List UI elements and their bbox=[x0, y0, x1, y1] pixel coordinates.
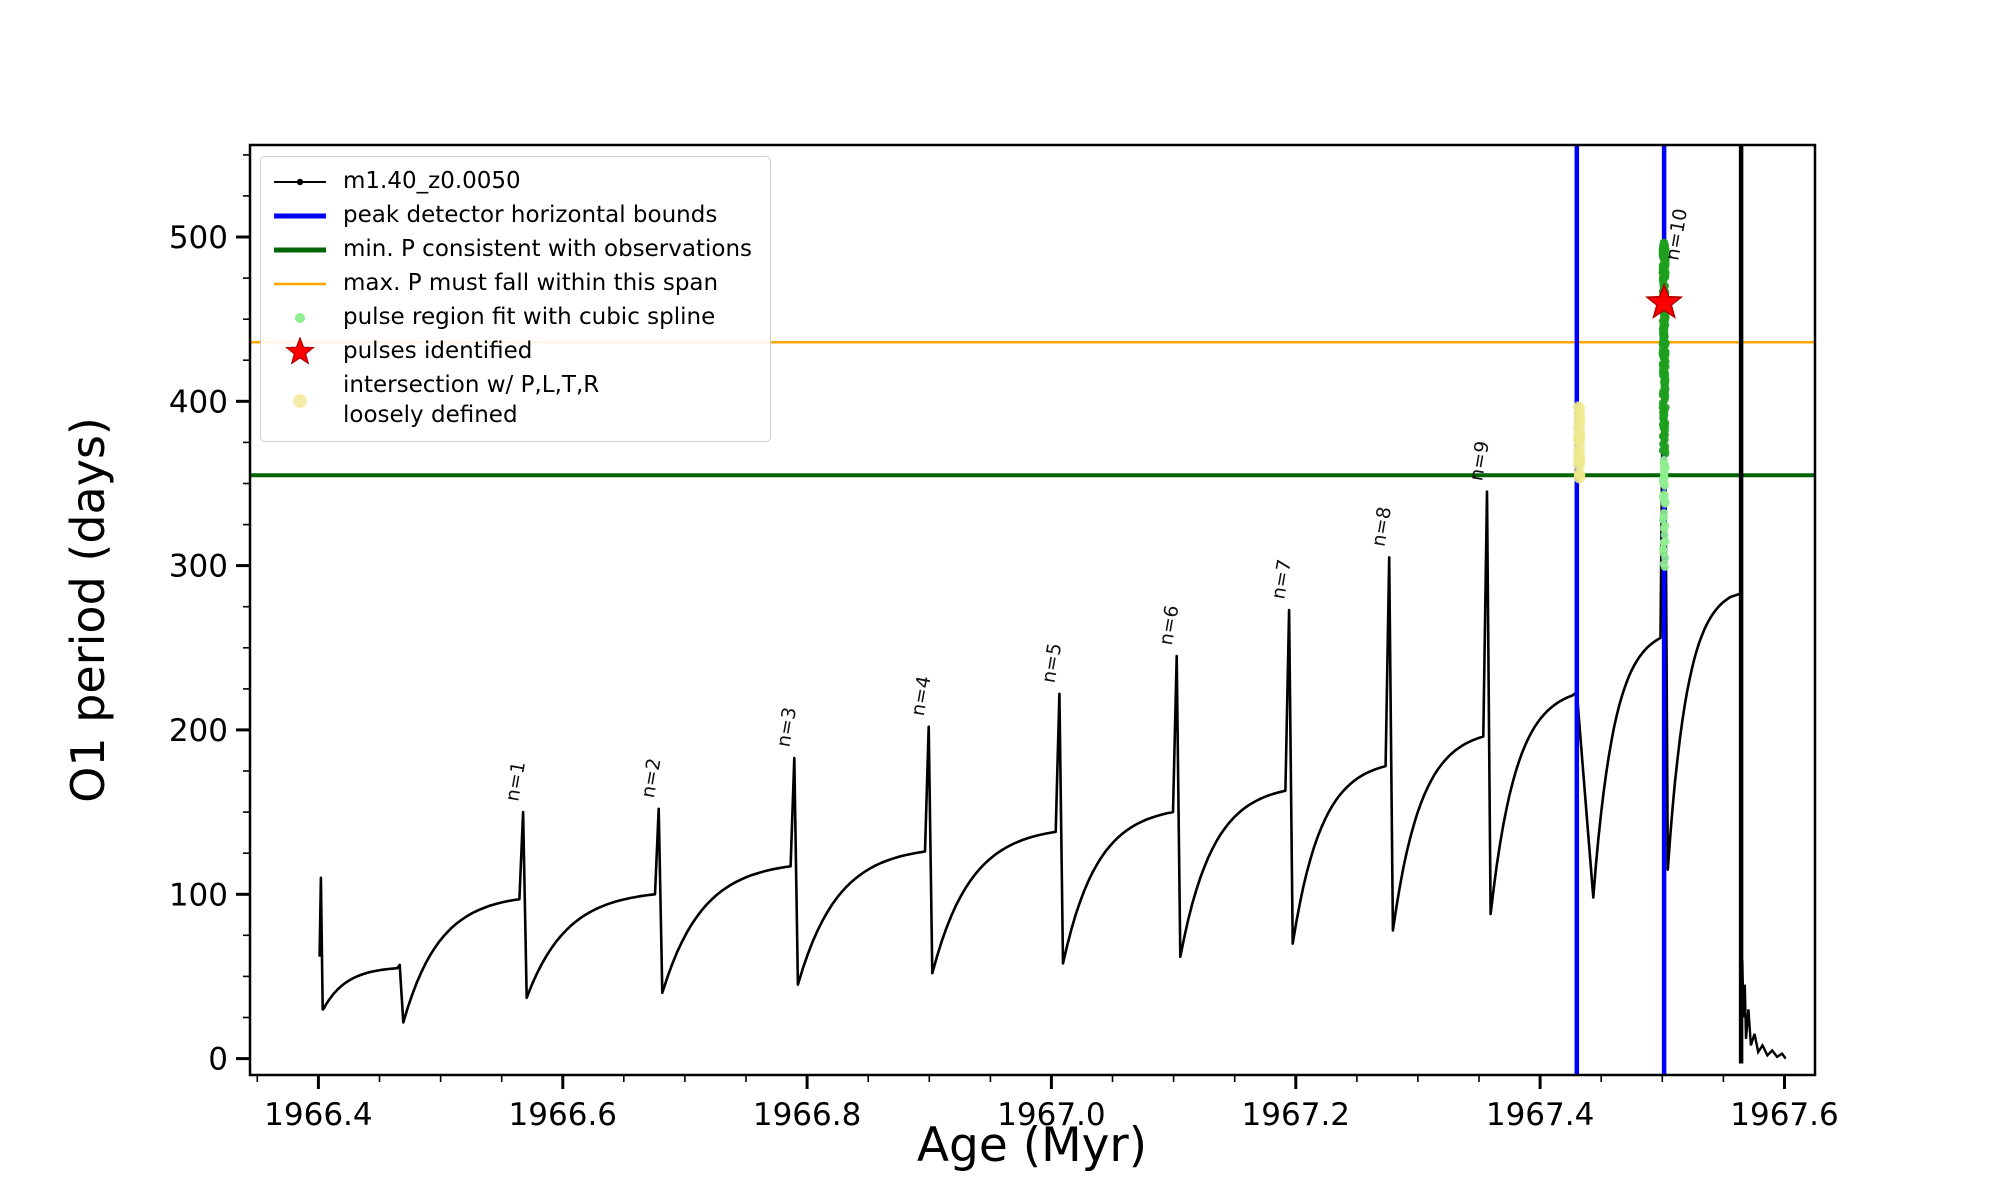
svg-text:n=2: n=2 bbox=[637, 756, 666, 799]
svg-text:200: 200 bbox=[169, 713, 228, 749]
legend-item-pulses-identified: pulses identified bbox=[271, 337, 752, 367]
svg-text:1966.6: 1966.6 bbox=[509, 1097, 617, 1133]
legend-label-pulse-region: pulse region fit with cubic spline bbox=[343, 304, 716, 331]
svg-text:n=3: n=3 bbox=[773, 705, 802, 748]
legend-item-min-P: min. P consistent with observations bbox=[271, 235, 752, 265]
svg-text:n=5: n=5 bbox=[1038, 641, 1067, 684]
legend-label-pulses-identified: pulses identified bbox=[343, 338, 533, 365]
legend-item-pulse-region: pulse region fit with cubic spline bbox=[271, 303, 752, 333]
series-line-dot-marker-icon bbox=[271, 167, 331, 197]
legend-label-max-P: max. P must fall within this span bbox=[343, 270, 719, 297]
svg-text:1967.2: 1967.2 bbox=[1242, 1097, 1350, 1133]
blue-line-marker-icon bbox=[271, 201, 331, 231]
legend-label-peak-detector-bounds: peak detector horizontal bounds bbox=[343, 202, 718, 229]
orange-line-marker-icon bbox=[271, 269, 331, 299]
green-line-marker-icon bbox=[271, 235, 331, 265]
svg-text:n=6: n=6 bbox=[1155, 604, 1184, 647]
svg-text:0: 0 bbox=[208, 1042, 228, 1078]
legend-label-series: m1.40_z0.0050 bbox=[343, 168, 521, 195]
green-dot-marker-icon bbox=[271, 303, 331, 333]
legend: m1.40_z0.0050 peak detector horizontal b… bbox=[260, 156, 772, 442]
svg-text:1966.8: 1966.8 bbox=[753, 1097, 861, 1133]
svg-text:n=1: n=1 bbox=[501, 760, 530, 803]
legend-item-max-P: max. P must fall within this span bbox=[271, 269, 752, 299]
svg-text:n=8: n=8 bbox=[1367, 505, 1396, 548]
legend-item-intersection: intersection w/ P,L,T,R loosely defined bbox=[271, 371, 752, 431]
svg-text:400: 400 bbox=[169, 384, 228, 420]
svg-text:1967.0: 1967.0 bbox=[997, 1097, 1105, 1133]
svg-text:300: 300 bbox=[169, 549, 228, 585]
svg-text:100: 100 bbox=[169, 877, 228, 913]
legend-item-series: m1.40_z0.0050 bbox=[271, 167, 752, 197]
svg-text:1967.6: 1967.6 bbox=[1730, 1097, 1838, 1133]
legend-item-peak-detector-bounds: peak detector horizontal bounds bbox=[271, 201, 752, 231]
svg-text:500: 500 bbox=[169, 220, 228, 256]
legend-label-min-P: min. P consistent with observations bbox=[343, 236, 753, 263]
svg-text:1967.4: 1967.4 bbox=[1486, 1097, 1594, 1133]
red-star-marker-icon bbox=[271, 337, 331, 367]
legend-label-intersection: intersection w/ P,L,T,R loosely defined bbox=[343, 372, 600, 428]
y-axis-label: O1 period (days) bbox=[61, 417, 115, 803]
svg-text:1966.4: 1966.4 bbox=[264, 1097, 372, 1133]
svg-text:n=7: n=7 bbox=[1267, 558, 1296, 601]
x-axis-label: Age (Myr) bbox=[916, 1118, 1148, 1173]
yellow-dot-marker-icon bbox=[271, 386, 331, 416]
svg-text:n=4: n=4 bbox=[907, 674, 936, 717]
